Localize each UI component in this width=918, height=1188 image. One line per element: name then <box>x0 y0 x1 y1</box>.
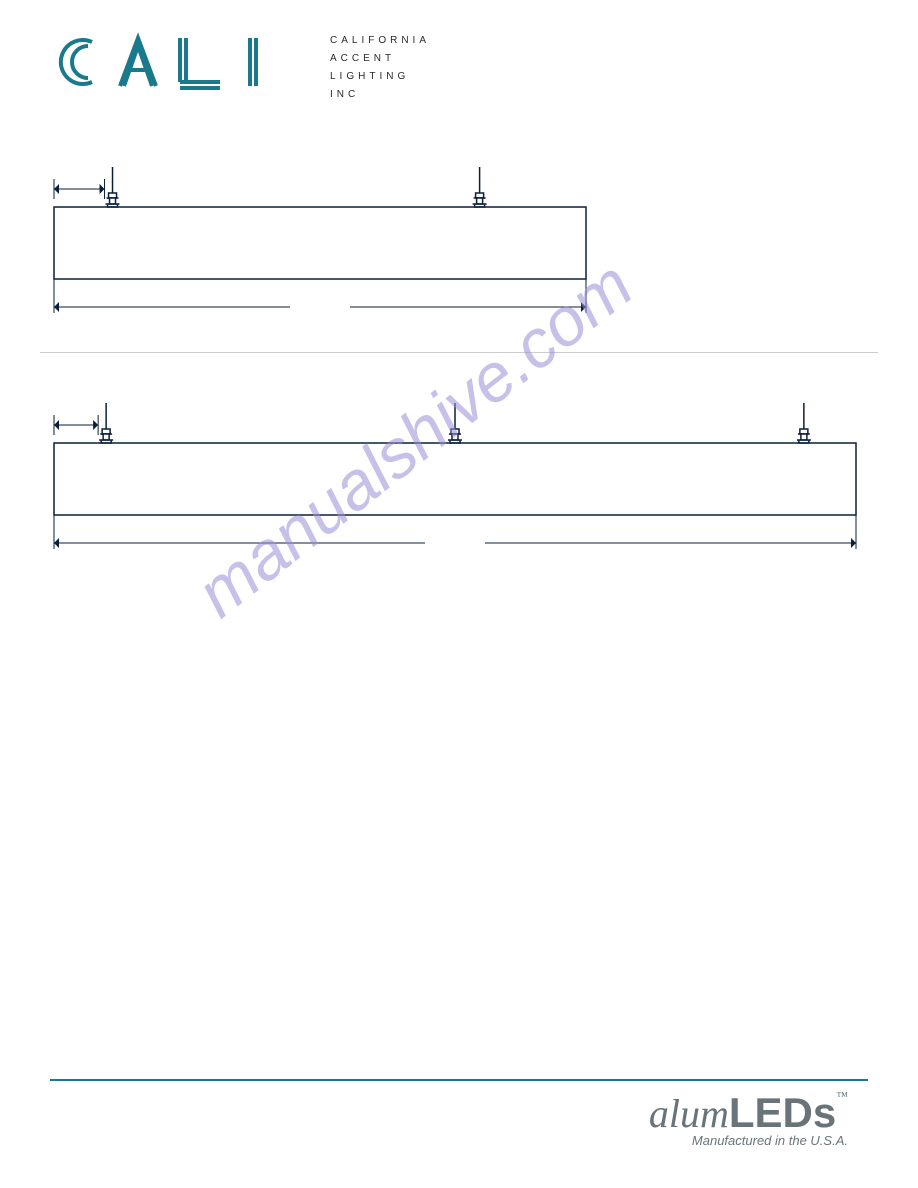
brand-alum: alum <box>649 1091 729 1136</box>
tagline-line3: LIGHTING <box>330 69 430 85</box>
tagline-line2: ACCENT <box>330 51 430 67</box>
diagram-three-hanger <box>40 383 878 558</box>
footer: alumLEDs™ Manufactured in the U.S.A. <box>50 1079 868 1148</box>
tagline-line4: INC <box>330 87 430 103</box>
footer-brand: alumLEDs™ Manufactured in the U.S.A. <box>50 1089 868 1148</box>
brand-subtitle: Manufactured in the U.S.A. <box>50 1133 848 1148</box>
footer-rule <box>50 1079 868 1081</box>
brand-main: alumLEDs™ <box>50 1089 848 1137</box>
cali-logo <box>50 30 300 107</box>
diagram-two-hanger <box>40 147 878 322</box>
tagline-line1: CALIFORNIA <box>330 33 430 49</box>
section-divider <box>40 352 878 353</box>
brand-tm: ™ <box>836 1089 848 1103</box>
header: CALIFORNIA ACCENT LIGHTING INC <box>0 0 918 127</box>
diagram2-svg <box>40 383 870 553</box>
diagrams-area <box>0 127 918 598</box>
brand-leds: LEDs <box>729 1089 836 1136</box>
tagline: CALIFORNIA ACCENT LIGHTING INC <box>330 33 430 105</box>
diagram1-svg <box>40 147 600 317</box>
